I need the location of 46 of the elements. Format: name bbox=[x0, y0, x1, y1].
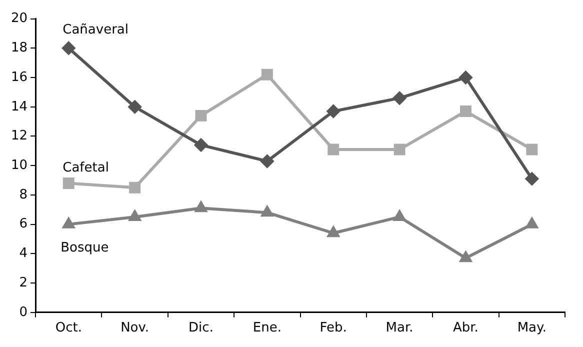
y-tick-label: 14 bbox=[10, 99, 28, 114]
point bbox=[62, 177, 74, 189]
x-tick-label: Dic. bbox=[188, 320, 214, 336]
point bbox=[261, 206, 274, 217]
point bbox=[525, 172, 538, 186]
series-label: Cañaveral bbox=[62, 22, 129, 38]
y-tick-label: 2 bbox=[19, 275, 28, 290]
point bbox=[62, 218, 74, 228]
y-tick-label: 16 bbox=[10, 70, 28, 85]
x-tick-label: Ene. bbox=[252, 320, 282, 336]
point bbox=[460, 106, 472, 118]
point bbox=[393, 92, 406, 105]
x-tick-label: Oct. bbox=[55, 320, 82, 336]
point bbox=[261, 68, 273, 80]
point bbox=[526, 218, 538, 228]
point bbox=[459, 71, 472, 84]
point bbox=[195, 202, 207, 212]
y-tick-label: 10 bbox=[10, 158, 28, 173]
x-tick-label: May. bbox=[517, 320, 546, 336]
y-tick-label: 6 bbox=[19, 216, 28, 232]
point bbox=[260, 154, 274, 168]
point bbox=[194, 138, 208, 152]
point bbox=[328, 144, 340, 156]
point bbox=[128, 100, 142, 114]
y-tick-label: 18 bbox=[10, 40, 28, 56]
point bbox=[195, 110, 207, 122]
y-tick-label: 4 bbox=[19, 246, 28, 262]
y-tick-label: 8 bbox=[19, 187, 28, 202]
point bbox=[460, 252, 472, 262]
point bbox=[128, 210, 141, 221]
y-tick-label: 20 bbox=[10, 11, 28, 26]
point bbox=[326, 104, 340, 118]
series-label: Bosque bbox=[60, 240, 109, 256]
x-tick-label: Feb. bbox=[320, 320, 347, 336]
point bbox=[129, 182, 141, 194]
point bbox=[62, 42, 76, 55]
x-tick-label: Mar. bbox=[386, 320, 414, 336]
point bbox=[328, 226, 340, 238]
x-tick-label: Abr. bbox=[453, 320, 478, 336]
x-tick-label: Nov. bbox=[120, 320, 150, 336]
y-tick-label: 12 bbox=[10, 128, 28, 144]
point bbox=[394, 210, 406, 221]
series-label: Cafetal bbox=[62, 160, 109, 176]
point bbox=[526, 144, 538, 156]
point bbox=[394, 144, 406, 156]
y-tick-label: 0 bbox=[19, 304, 28, 320]
